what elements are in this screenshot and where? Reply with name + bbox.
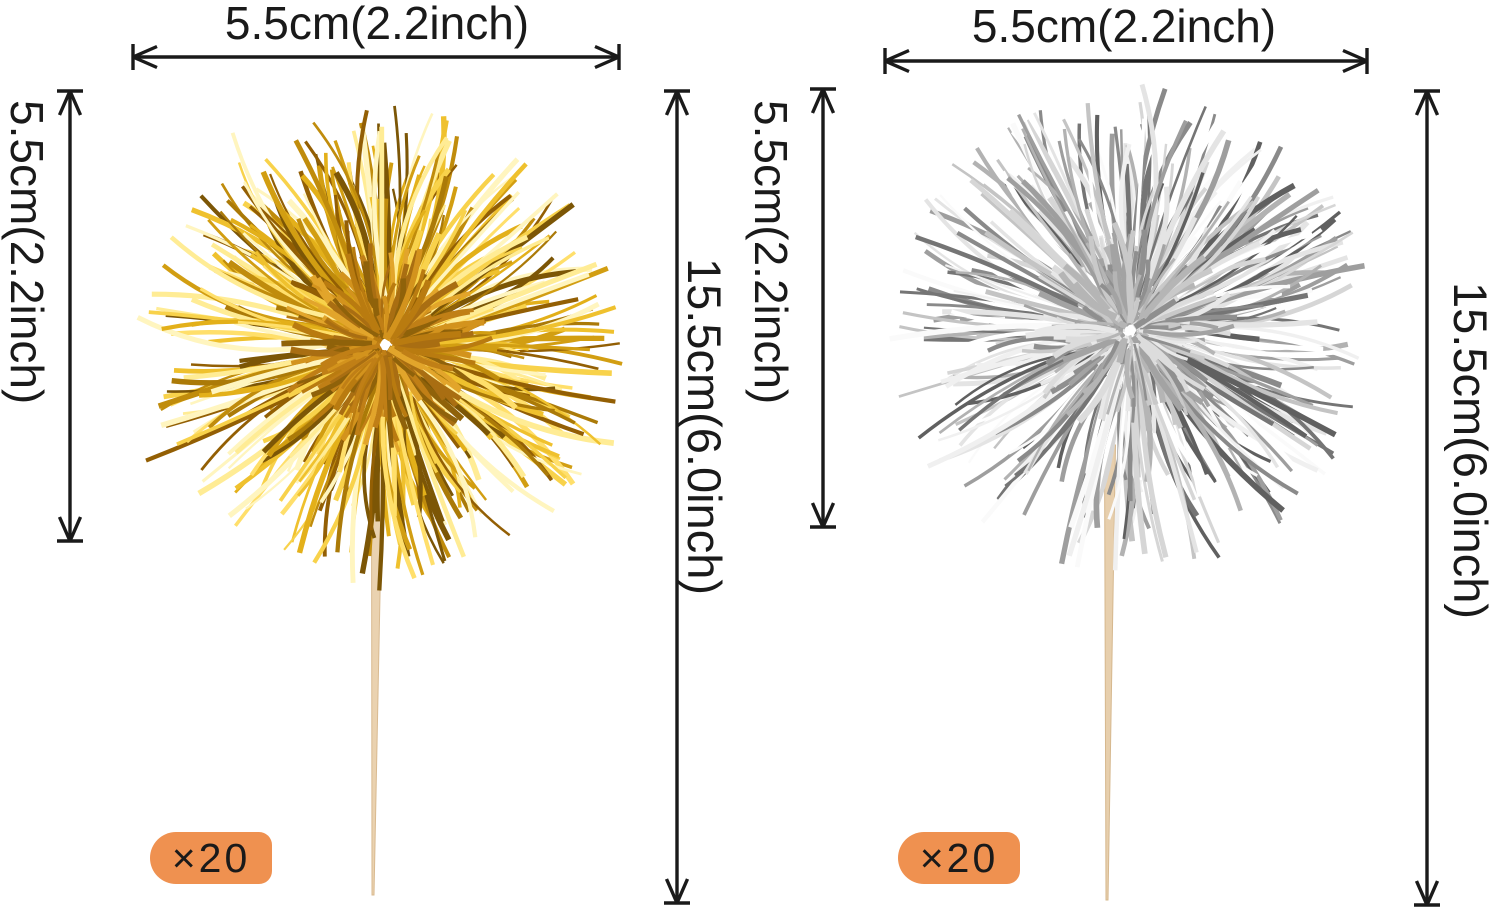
silver-pompom-image — [888, 83, 1365, 901]
gold-quantity-label: ×20 — [171, 834, 251, 881]
gold-pom-height-arrow — [57, 89, 83, 543]
silver-total-height-label: 15.5cm(6.0inch) — [1444, 282, 1497, 619]
gold-width-arrow — [131, 44, 621, 70]
tinsel-strands — [136, 105, 623, 591]
silver-quantity-label: ×20 — [919, 834, 999, 881]
silver-pom-height-label: 5.5cm(2.2inch) — [745, 100, 797, 405]
silver-quantity-badge: ×20 — [898, 832, 1020, 884]
silver-pom-height-arrow — [810, 87, 836, 529]
silver-total-height-arrow — [1414, 89, 1440, 907]
gold-pompom-image — [136, 105, 623, 896]
silver-width-arrow — [883, 48, 1369, 74]
gold-pom-height-label: 5.5cm(2.2inch) — [1, 100, 53, 405]
tinsel-strands — [888, 83, 1365, 571]
gold-total-height-arrow — [664, 89, 690, 905]
gold-width-label: 5.5cm(2.2inch) — [224, 0, 530, 49]
gold-quantity-badge: ×20 — [150, 832, 272, 884]
gold-total-height-label: 15.5cm(6.0inch) — [678, 258, 731, 595]
silver-width-label: 5.5cm(2.2inch) — [971, 0, 1277, 52]
